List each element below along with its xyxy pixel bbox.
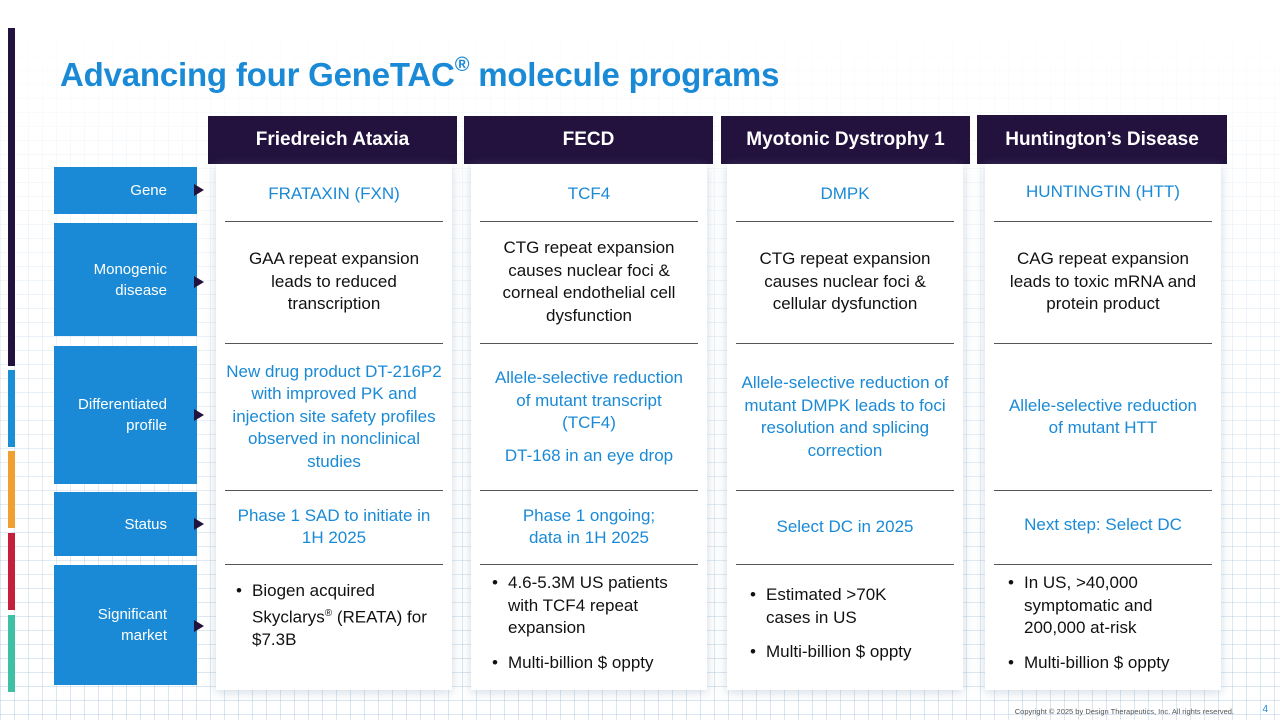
column-header-fecd: FECD xyxy=(464,116,713,164)
row-label-differentiated-profile: Differentiated profile xyxy=(54,346,197,484)
fecd-market: 4.6-5.3M US patients with TCF4 repeat ex… xyxy=(490,572,690,682)
hd-profile: Allele-selective reduction of mutant HTT xyxy=(1008,395,1198,438)
accent-bar-red xyxy=(8,533,15,610)
fa-status: Phase 1 SAD to initiate in 1H 2025 xyxy=(237,505,431,548)
page-number: 4 xyxy=(1262,704,1268,715)
divider xyxy=(736,221,954,222)
divider xyxy=(480,564,698,565)
fa-profile: New drug product DT-216P2 with improved … xyxy=(226,361,442,471)
divider xyxy=(736,343,954,344)
dm1-market-item: Multi-billion $ oppty xyxy=(748,641,948,664)
divider xyxy=(480,343,698,344)
dm1-market-item: Estimated >70K cases in US xyxy=(748,584,948,629)
row-label-gene: Gene xyxy=(54,167,197,214)
dm1-status: Select DC in 2025 xyxy=(776,516,914,536)
hd-disease: CAG repeat expansion leads to toxic mRNA… xyxy=(1009,249,1197,314)
divider xyxy=(994,564,1212,565)
fecd-market-item: Multi-billion $ oppty xyxy=(490,652,690,675)
dm1-profile: Allele-selective reduction of mutant DMP… xyxy=(741,373,949,460)
fa-market: Biogen acquired Skyclarys® (REATA) for $… xyxy=(234,568,440,664)
divider xyxy=(225,564,443,565)
divider xyxy=(480,490,698,491)
fa-disease: GAA repeat expansion leads to reduced tr… xyxy=(248,249,420,314)
fecd-disease: CTG repeat expansion causes nuclear foci… xyxy=(502,238,676,325)
copyright-footer: Copyright © 2025 by Design Therapeutics,… xyxy=(1014,707,1234,716)
divider xyxy=(225,343,443,344)
row-arrow-gene xyxy=(194,184,204,196)
row-arrow-significant-market xyxy=(194,620,204,632)
hd-gene: HUNTINGTIN (HTT) xyxy=(1026,181,1180,201)
accent-bar-orange xyxy=(8,451,15,528)
fa-market-item: Biogen acquired Skyclarys® (REATA) for $… xyxy=(234,580,440,651)
hd-market: In US, >40,000 symptomatic and 200,000 a… xyxy=(1006,572,1206,682)
dm1-disease: CTG repeat expansion causes nuclear foci… xyxy=(759,249,931,314)
divider xyxy=(994,490,1212,491)
fa-gene: FRATAXIN (FXN) xyxy=(268,183,400,203)
dm1-market: Estimated >70K cases in US Multi-billion… xyxy=(748,584,948,674)
column-header-myotonic-dystrophy-1: Myotonic Dystrophy 1 xyxy=(721,116,970,164)
accent-bar-teal xyxy=(8,615,15,692)
dm1-gene: DMPK xyxy=(820,183,870,203)
fecd-market-item: 4.6-5.3M US patients with TCF4 repeat ex… xyxy=(490,572,690,640)
row-label-significant-market: Significant market xyxy=(54,565,197,685)
divider xyxy=(225,490,443,491)
divider xyxy=(480,221,698,222)
divider xyxy=(736,490,954,491)
fecd-profile-delivery: DT-168 in an eye drop xyxy=(504,445,674,465)
fecd-profile: Allele-selective reduction of mutant tra… xyxy=(494,368,684,432)
row-arrow-monogenic-disease xyxy=(194,276,204,288)
fecd-status: Phase 1 ongoing; data in 1H 2025 xyxy=(522,505,656,548)
accent-bar-navy xyxy=(8,28,15,366)
hd-market-item: Multi-billion $ oppty xyxy=(1006,652,1206,675)
divider xyxy=(994,343,1212,344)
row-arrow-status xyxy=(194,518,204,530)
fecd-gene: TCF4 xyxy=(567,183,611,203)
fecd-profile-block: Allele-selective reduction of mutant tra… xyxy=(481,350,697,484)
column-header-friedreich-ataxia: Friedreich Ataxia xyxy=(208,116,457,164)
page-title: Advancing four GeneTAC® molecule program… xyxy=(60,54,780,93)
divider xyxy=(736,564,954,565)
divider xyxy=(994,221,1212,222)
row-label-monogenic-disease: Monogenic disease xyxy=(54,223,197,336)
accent-bar-blue xyxy=(8,370,15,447)
hd-status: Next step: Select DC xyxy=(1024,514,1182,534)
row-arrow-differentiated-profile xyxy=(194,409,204,421)
hd-market-item: In US, >40,000 symptomatic and 200,000 a… xyxy=(1006,572,1206,640)
row-label-status: Status xyxy=(54,492,197,556)
column-header-huntingtons-disease: Huntington’s Disease xyxy=(977,115,1227,164)
divider xyxy=(225,221,443,222)
